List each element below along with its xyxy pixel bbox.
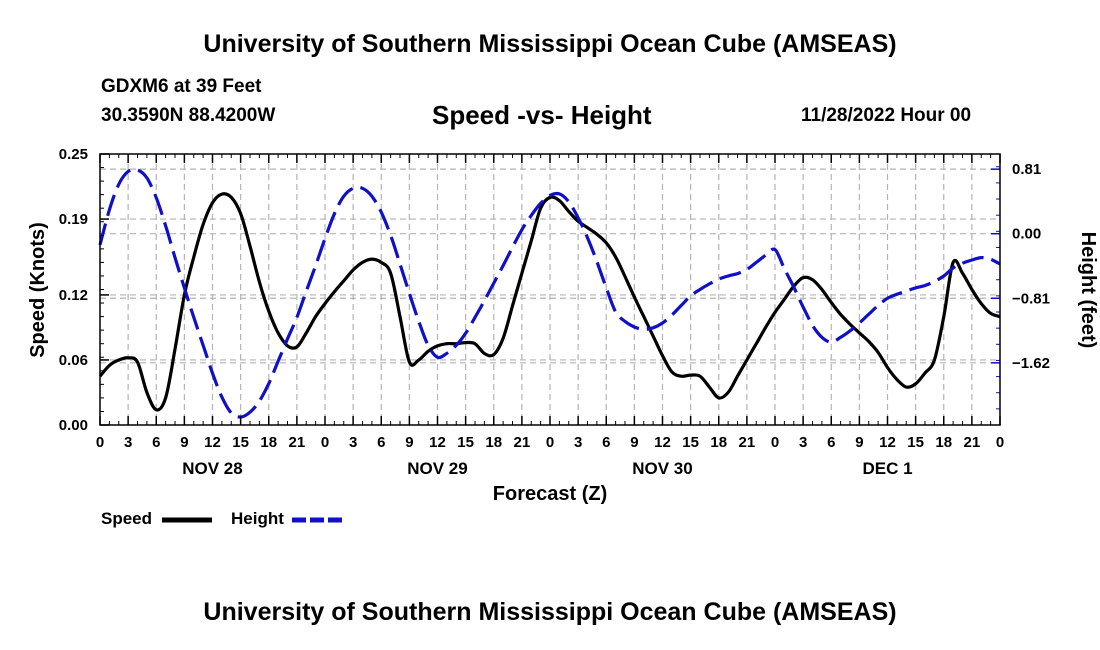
x-tick-label: 12 (429, 434, 446, 451)
x-tick-label: 18 (260, 434, 277, 451)
y-tick-label: 0.19 (59, 211, 88, 228)
plot-frame (99, 153, 1001, 426)
x-tick-label: 18 (935, 434, 952, 451)
x-tick-label: 6 (152, 434, 160, 451)
legend-height-label: Height (231, 509, 284, 528)
x-tick-label: 3 (574, 434, 582, 451)
y-tick-label: 0.06 (59, 352, 88, 369)
x-tick-label: 3 (124, 434, 132, 451)
y2-tick-label: −1.62 (1012, 355, 1050, 372)
y-tick-label: 0.25 (59, 146, 88, 163)
page-title: University of Southern Mississippi Ocean… (203, 30, 897, 58)
x-tick-label: 0 (546, 434, 554, 451)
x-tick-label: 15 (457, 434, 474, 451)
day-label: NOV 28 (182, 459, 242, 478)
x-tick-label: 0 (96, 434, 104, 451)
x-tick-label: 12 (654, 434, 671, 451)
x-axis-label: Forecast (Z) (493, 483, 607, 505)
axes-layer: 0 3 6 9 12 15 18 21 0 3 6 9 12 15 18 21 0 3 6 9 12 15 18 21 0 3 6 9… (59, 146, 1050, 478)
forecast-date-hour: 11/28/2022 Hour 00 (801, 105, 972, 126)
grid-layer (100, 154, 1000, 425)
y2-tick-label: 0.81 (1012, 161, 1041, 178)
x-tick-label: 6 (377, 434, 385, 451)
y-tick-label: 0.12 (59, 287, 88, 304)
x-tick-label: 9 (855, 434, 863, 451)
footer-title: University of Southern Mississippi Ocean… (203, 598, 897, 626)
x-tick-label: 21 (514, 434, 531, 451)
y-tick-label: 0.00 (59, 417, 88, 434)
series-layer (98, 167, 1001, 419)
day-label: NOV 29 (407, 459, 467, 478)
day-label: DEC 1 (862, 459, 912, 478)
x-tick-label: 6 (602, 434, 610, 451)
y2-tick-label: −0.81 (1012, 290, 1050, 307)
y2-tick-label: 0.00 (1012, 226, 1041, 243)
station-coordinates: 30.3590N 88.4200W (101, 105, 276, 126)
x-tick-label: 9 (405, 434, 413, 451)
x-tick-label: 15 (682, 434, 699, 451)
x-tick-label: 6 (827, 434, 835, 451)
y-axis-label: Speed (Knots) (27, 222, 49, 358)
x-tick-label: 9 (180, 434, 188, 451)
x-tick-label: 12 (879, 434, 896, 451)
x-tick-label: 12 (204, 434, 221, 451)
y2-axis-label: Height (feet) (1077, 232, 1099, 349)
station-label: GDXM6 at 39 Feet (101, 76, 262, 97)
x-tick-label: 21 (964, 434, 981, 451)
legend-speed-label: Speed (101, 509, 153, 528)
x-tick-label: 18 (710, 434, 727, 451)
x-tick-label: 0 (321, 434, 329, 451)
x-tick-label: 18 (485, 434, 502, 451)
x-tick-label: 3 (799, 434, 807, 451)
x-tick-label: 0 (771, 434, 779, 451)
height-series-line (98, 167, 1001, 419)
x-tick-label: 21 (289, 434, 306, 451)
x-tick-label: 15 (907, 434, 924, 451)
chart-title: Speed -vs- Height (432, 100, 652, 130)
x-tick-label: 0 (996, 434, 1004, 451)
x-tick-label: 9 (630, 434, 638, 451)
x-tick-label: 3 (349, 434, 357, 451)
x-tick-label: 15 (232, 434, 249, 451)
speed-series-line (98, 192, 1001, 412)
x-tick-label: 21 (739, 434, 756, 451)
day-label: NOV 30 (632, 459, 692, 478)
